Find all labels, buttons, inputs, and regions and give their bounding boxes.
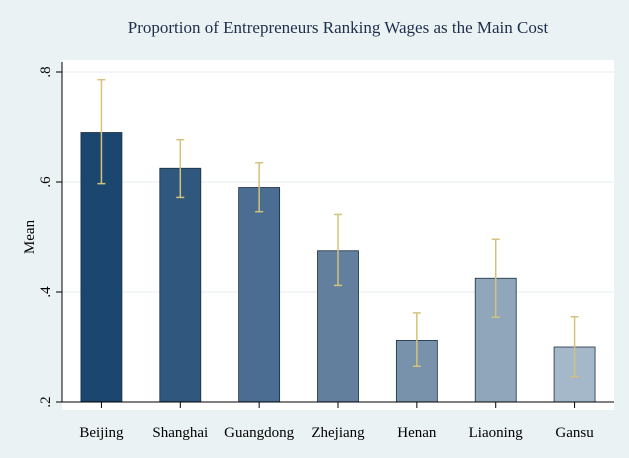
- x-tick-label: Shanghai: [152, 425, 208, 441]
- bar-shanghai: [159, 167, 202, 403]
- y-tick-labels: .2 .4 .6 .8: [38, 66, 54, 407]
- x-tick-label: Liaoning: [469, 425, 524, 441]
- error-bar-guangdong: [255, 162, 264, 213]
- x-tick-labels: Beijing Shanghai Guangdong Zhejiang Henan Lia…: [79, 425, 594, 441]
- x-tick-label: Zhejiang: [311, 425, 365, 441]
- x-tick-label: Henan: [397, 425, 437, 441]
- error-bar-beijing: [97, 78, 106, 185]
- error-bar-zhejiang: [334, 213, 342, 287]
- error-bar-shanghai: [176, 138, 185, 199]
- chart-title: Proportion of Entrepreneurs Ranking Wage…: [128, 18, 549, 37]
- y-tick-label: .4: [38, 286, 54, 298]
- y-tick-label: .8: [38, 66, 54, 77]
- error-bar-gansu: [570, 316, 579, 378]
- bar-guangdong: [238, 187, 281, 403]
- x-tick-label: Beijing: [79, 425, 124, 441]
- error-bar-liaoning: [491, 238, 500, 319]
- x-tick-label: Guangdong: [224, 425, 294, 441]
- error-bars: [97, 78, 579, 378]
- error-bar-henan: [412, 312, 421, 367]
- axes: [56, 62, 614, 408]
- y-tick-label: .6: [38, 176, 54, 188]
- x-tick-label: Gansu: [555, 425, 594, 441]
- y-tick-label: .2: [38, 396, 54, 407]
- y-axis-label: Mean: [22, 219, 38, 254]
